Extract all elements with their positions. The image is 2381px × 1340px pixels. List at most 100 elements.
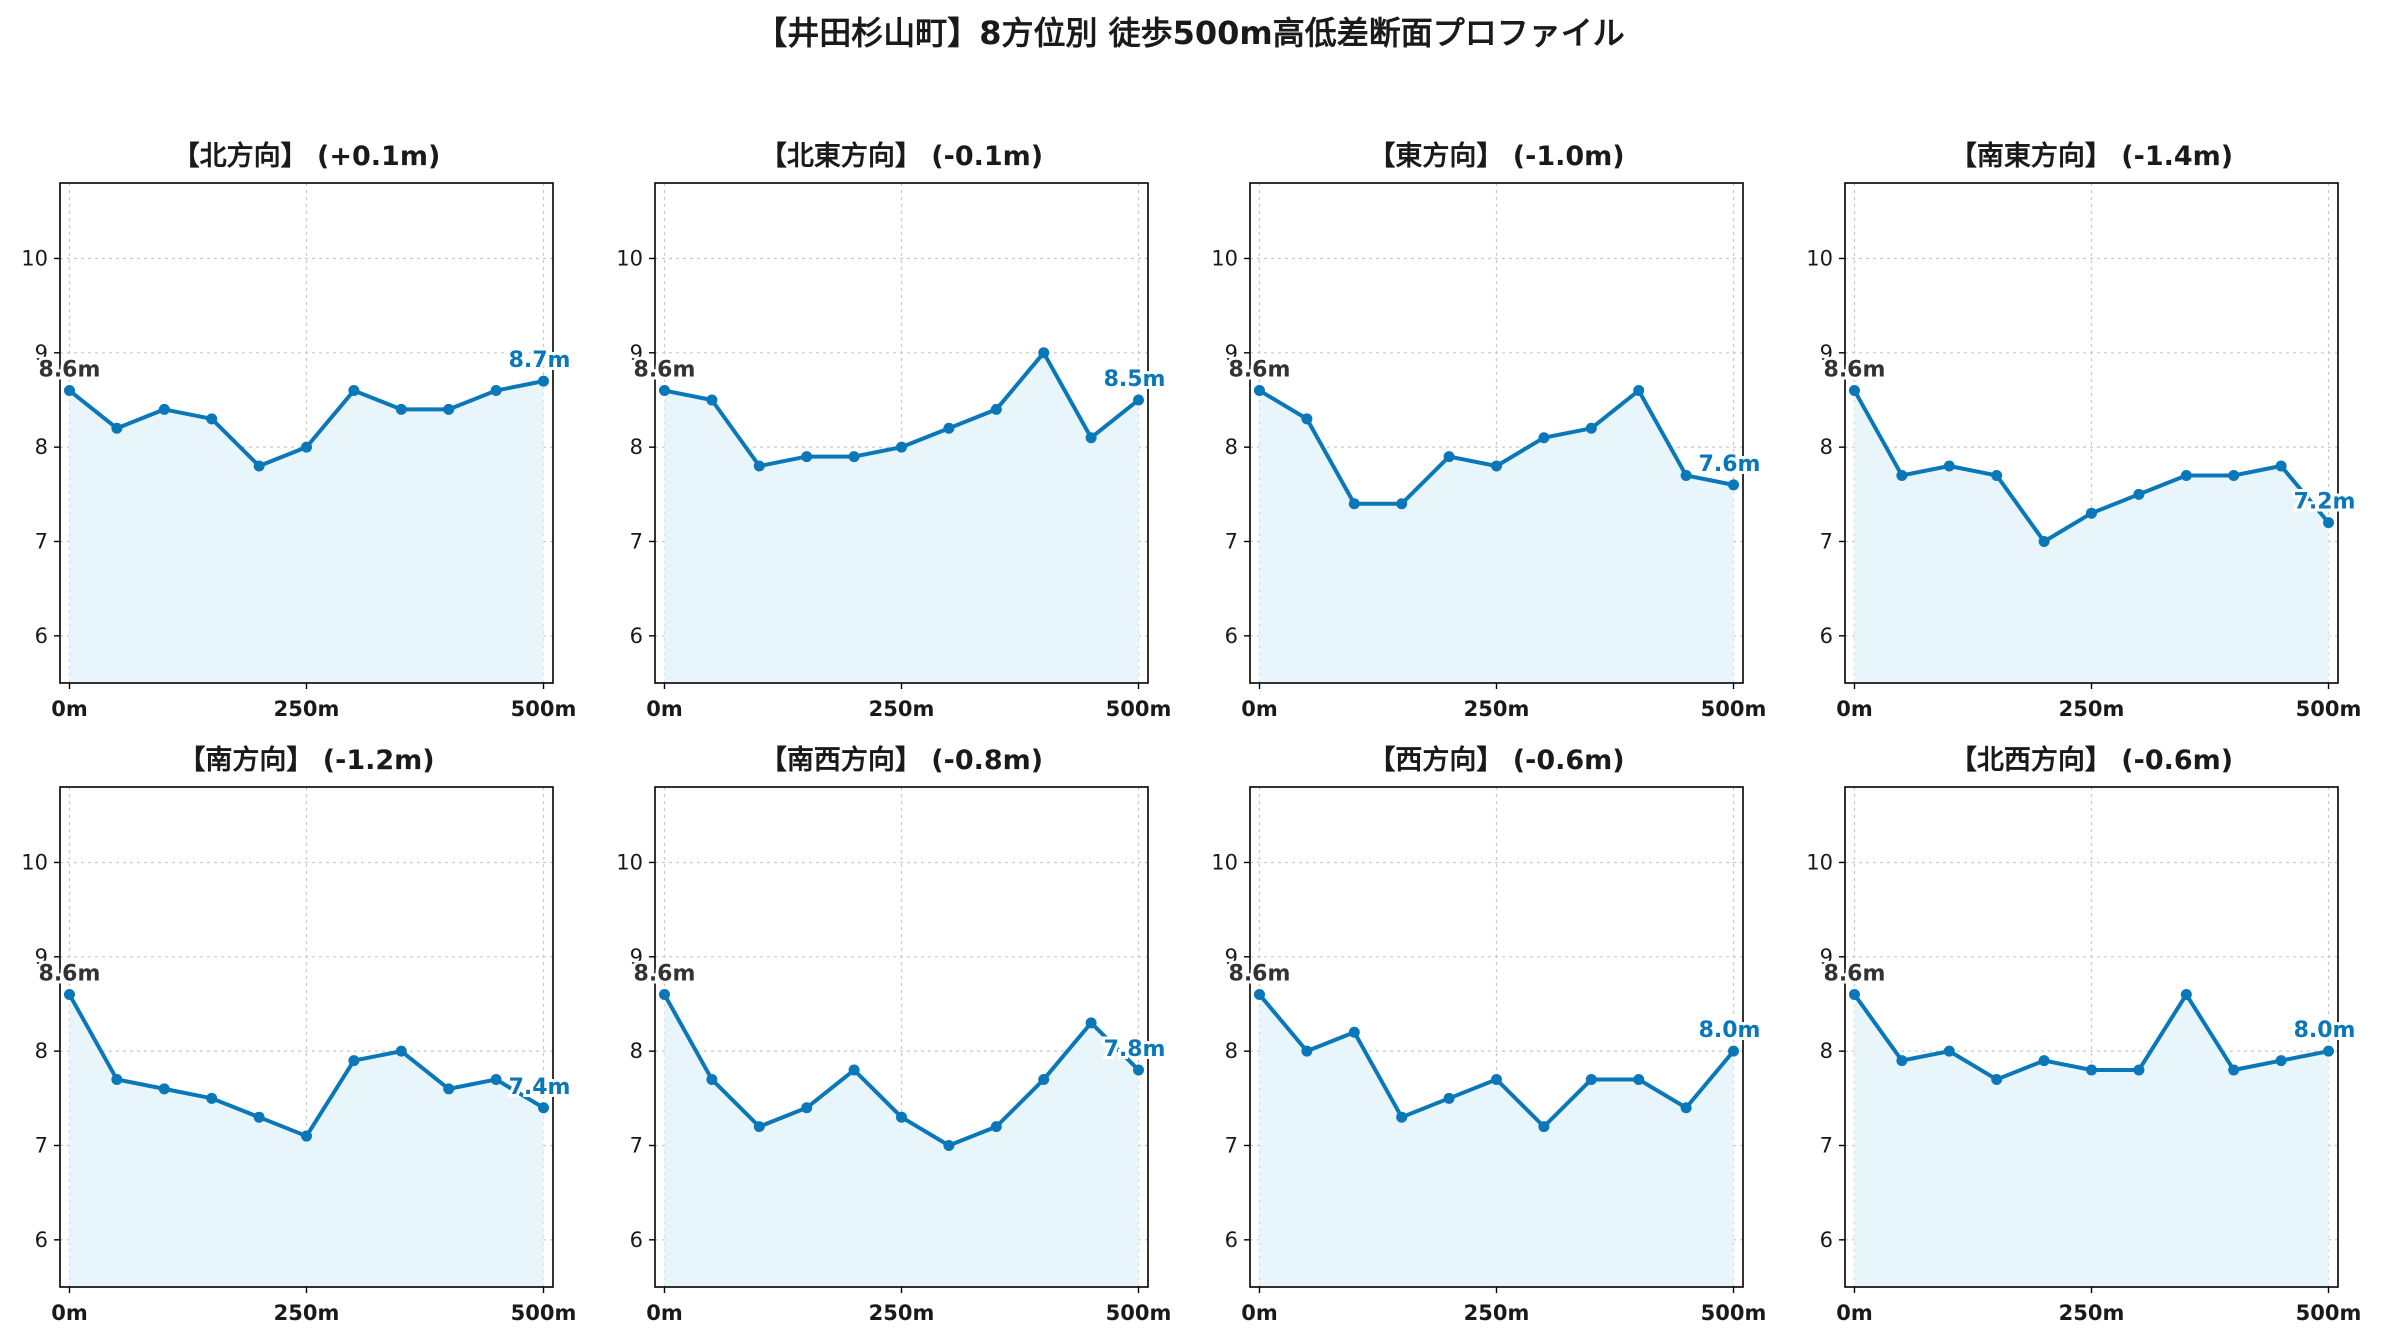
data-point <box>1396 1111 1408 1123</box>
y-tick-label: 10 <box>1211 850 1238 874</box>
data-point <box>1538 1121 1550 1133</box>
y-tick-label: 9 <box>630 341 643 365</box>
area-fill <box>664 994 1139 1287</box>
y-tick-label: 10 <box>1806 850 1833 874</box>
y-tick-label: 9 <box>1820 945 1833 969</box>
data-point <box>1896 1055 1908 1067</box>
panel-title: 【東方向】 (-1.0m) <box>1368 140 1624 172</box>
data-point <box>538 1102 550 1114</box>
y-tick-label: 7 <box>35 1133 48 1157</box>
data-point <box>848 1064 860 1076</box>
y-tick-label: 8 <box>630 435 643 459</box>
y-tick-label: 7 <box>630 1133 643 1157</box>
panel-title: 【西方向】 (-0.6m) <box>1368 744 1624 776</box>
start-value-label: 8.6m <box>1824 358 1886 383</box>
data-point <box>443 403 455 415</box>
data-point <box>1538 432 1550 444</box>
area-fill <box>1854 390 2329 683</box>
x-tick-label: 0m <box>1241 1301 1278 1325</box>
data-point <box>753 1121 765 1133</box>
y-tick-label: 10 <box>21 246 48 270</box>
data-point <box>706 1073 718 1085</box>
y-tick-label: 8 <box>630 1039 643 1063</box>
data-point <box>111 422 123 434</box>
y-tick-label: 6 <box>1820 624 1833 648</box>
x-tick-label: 0m <box>646 1301 683 1325</box>
y-tick-label: 8 <box>1820 435 1833 459</box>
x-tick-label: 500m <box>511 697 577 721</box>
data-point <box>2275 1055 2287 1067</box>
data-point <box>1348 498 1360 510</box>
chart-panel-4: 【南方向】 (-1.2m) 6 7 8 9 10 0m 250m 500m 8.6m 7.4m <box>21 744 576 1325</box>
y-tick-label: 9 <box>35 945 48 969</box>
data-point <box>111 1073 123 1085</box>
data-point <box>1085 432 1097 444</box>
data-point <box>1038 347 1050 359</box>
data-point <box>1396 498 1408 510</box>
x-tick-label: 250m <box>869 697 935 721</box>
x-tick-label: 0m <box>1241 697 1278 721</box>
data-point <box>1943 1045 1955 1057</box>
data-point <box>943 422 955 434</box>
chart-panel-2: 【東方向】 (-1.0m) 6 7 8 9 10 0m 250m 500m 8.6m 7.6m <box>1211 140 1766 721</box>
data-point <box>301 441 312 453</box>
data-point <box>801 451 813 463</box>
data-point <box>2038 1055 2050 1067</box>
data-point <box>206 413 218 425</box>
x-tick-label: 250m <box>869 1301 935 1325</box>
panel-title: 【南東方向】 (-1.4m) <box>1950 140 2233 172</box>
chart-panel-5: 【南西方向】 (-0.8m) 6 7 8 9 10 0m 250m 500m 8.6m 7.8m <box>616 744 1171 1325</box>
data-point <box>1133 394 1145 406</box>
data-point <box>2133 488 2145 500</box>
y-tick-label: 7 <box>630 529 643 553</box>
chart-panel-1: 【北東方向】 (-0.1m) 6 7 8 9 10 0m 250m 500m 8.6m 8.5m <box>616 140 1171 721</box>
data-point <box>2275 460 2287 472</box>
data-point <box>1943 460 1955 472</box>
x-tick-label: 0m <box>51 1301 88 1325</box>
x-tick-label: 0m <box>646 697 683 721</box>
data-point <box>1896 469 1908 481</box>
data-point <box>1848 989 1860 1001</box>
data-point <box>2180 469 2192 481</box>
data-point <box>1633 1073 1645 1085</box>
data-point <box>348 385 360 397</box>
x-tick-label: 0m <box>1836 697 1873 721</box>
data-point <box>1301 1045 1313 1057</box>
data-point <box>1491 1073 1502 1085</box>
data-point <box>848 451 860 463</box>
data-point <box>443 1083 455 1095</box>
x-tick-label: 500m <box>1701 1301 1767 1325</box>
start-value-label: 8.6m <box>39 358 101 383</box>
x-tick-label: 500m <box>511 1301 577 1325</box>
data-point <box>801 1102 813 1114</box>
y-tick-label: 6 <box>35 624 48 648</box>
data-point <box>1253 989 1265 1001</box>
data-point <box>538 375 550 387</box>
data-point <box>158 1083 170 1095</box>
y-tick-label: 9 <box>1225 945 1238 969</box>
end-value-label: 8.0m <box>2294 1018 2356 1043</box>
data-point <box>2086 1064 2097 1076</box>
data-point <box>1848 385 1860 397</box>
x-tick-label: 250m <box>274 697 340 721</box>
start-value-label: 8.6m <box>1824 962 1886 987</box>
data-point <box>1253 385 1265 397</box>
panel-title: 【北方向】 (+0.1m) <box>173 140 441 172</box>
x-tick-label: 250m <box>2059 697 2125 721</box>
x-tick-label: 250m <box>274 1301 340 1325</box>
y-tick-label: 10 <box>616 246 643 270</box>
data-point <box>490 385 502 397</box>
y-tick-label: 9 <box>630 945 643 969</box>
end-value-label: 7.8m <box>1104 1037 1166 1062</box>
start-value-label: 8.6m <box>1229 962 1291 987</box>
y-tick-label: 8 <box>1225 435 1238 459</box>
data-point <box>395 1045 407 1057</box>
data-point <box>253 460 265 472</box>
panel-title: 【南西方向】 (-0.8m) <box>760 744 1043 776</box>
y-tick-label: 10 <box>616 850 643 874</box>
end-value-label: 8.0m <box>1699 1018 1761 1043</box>
data-point <box>1085 1017 1097 1029</box>
y-tick-label: 7 <box>1820 1133 1833 1157</box>
data-point <box>253 1111 265 1123</box>
